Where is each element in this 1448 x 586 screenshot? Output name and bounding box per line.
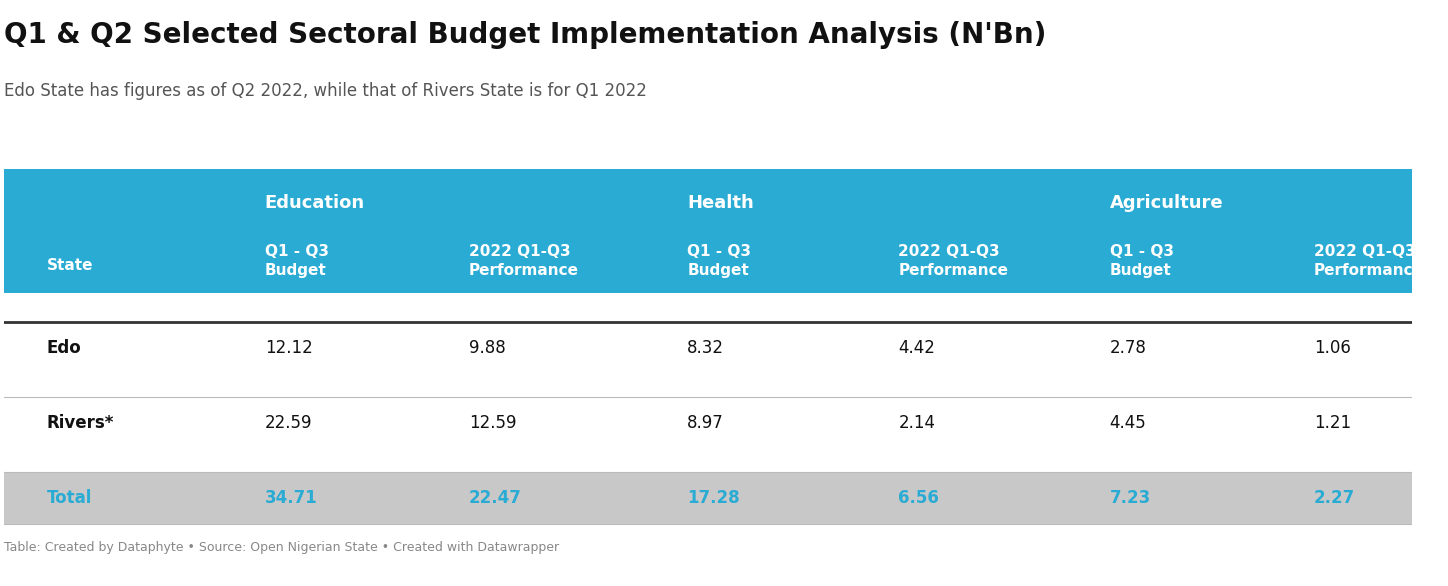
Text: 9.88: 9.88 — [469, 339, 505, 357]
Text: Table: Created by Dataphyte • Source: Open Nigerian State • Created with Datawra: Table: Created by Dataphyte • Source: Op… — [4, 541, 559, 554]
Text: Q1 & Q2 Selected Sectoral Budget Implementation Analysis (N'Bn): Q1 & Q2 Selected Sectoral Budget Impleme… — [4, 22, 1047, 49]
Text: 2.27: 2.27 — [1313, 489, 1355, 507]
Text: 2.78: 2.78 — [1109, 339, 1147, 357]
Text: 4.45: 4.45 — [1109, 414, 1147, 432]
Text: 4.42: 4.42 — [898, 339, 935, 357]
Text: 2.14: 2.14 — [898, 414, 935, 432]
Text: Edo: Edo — [46, 339, 81, 357]
Text: Q1 - Q3
Budget: Q1 - Q3 Budget — [688, 244, 752, 278]
FancyBboxPatch shape — [4, 472, 1412, 524]
Text: Q1 - Q3
Budget: Q1 - Q3 Budget — [1109, 244, 1174, 278]
Text: Agriculture: Agriculture — [1109, 195, 1224, 213]
Text: 12.12: 12.12 — [265, 339, 313, 357]
Text: 22.47: 22.47 — [469, 489, 521, 507]
Text: 1.21: 1.21 — [1313, 414, 1351, 432]
Text: Q1 - Q3
Budget: Q1 - Q3 Budget — [265, 244, 329, 278]
Text: 8.32: 8.32 — [688, 339, 724, 357]
Text: 34.71: 34.71 — [265, 489, 317, 507]
Text: 8.97: 8.97 — [688, 414, 724, 432]
Text: Health: Health — [688, 195, 754, 213]
FancyBboxPatch shape — [4, 169, 1412, 293]
Text: 7.23: 7.23 — [1109, 489, 1151, 507]
FancyBboxPatch shape — [4, 322, 1412, 374]
Text: Edo State has figures as of Q2 2022, while that of Rivers State is for Q1 2022: Edo State has figures as of Q2 2022, whi… — [4, 82, 647, 100]
Text: Education: Education — [265, 195, 365, 213]
Text: 1.06: 1.06 — [1313, 339, 1351, 357]
Text: State: State — [46, 258, 93, 272]
Text: 17.28: 17.28 — [688, 489, 740, 507]
Text: Total: Total — [46, 489, 91, 507]
Text: 6.56: 6.56 — [898, 489, 940, 507]
FancyBboxPatch shape — [4, 397, 1412, 449]
Text: 2022 Q1-Q3
Performance: 2022 Q1-Q3 Performance — [898, 244, 1008, 278]
Text: 2022 Q1-Q3
Performance: 2022 Q1-Q3 Performance — [469, 244, 579, 278]
Text: 12.59: 12.59 — [469, 414, 517, 432]
Text: 2022 Q1-Q3
Performance: 2022 Q1-Q3 Performance — [1313, 244, 1423, 278]
Text: Rivers*: Rivers* — [46, 414, 114, 432]
Text: 22.59: 22.59 — [265, 414, 313, 432]
